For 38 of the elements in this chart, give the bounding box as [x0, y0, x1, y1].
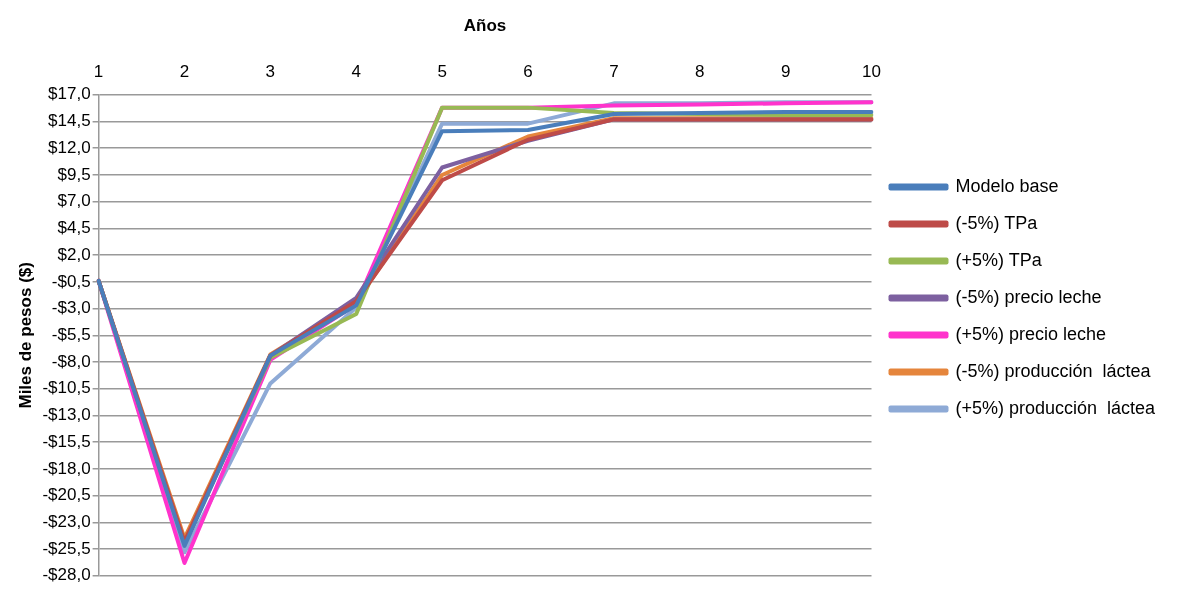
y-tick-label: -$10,5 — [42, 378, 91, 398]
legend-label: Modelo base — [955, 175, 1059, 196]
y-tick-label: -$28,0 — [42, 565, 91, 585]
y-tick-label: -$13,0 — [42, 405, 91, 425]
y-tick-label: -$23,0 — [42, 512, 91, 532]
y-tick-label: $12,0 — [48, 137, 91, 157]
legend-label: (+5%) TPa — [955, 249, 1043, 270]
y-tick-label: $2,0 — [57, 244, 91, 264]
y-tick-label: $9,5 — [57, 164, 91, 184]
legend-label: (-5%) TPa — [955, 212, 1039, 233]
y-tick-label: -$5,5 — [51, 324, 91, 344]
x-tick-label: 10 — [862, 62, 881, 82]
x-tick-label: 2 — [179, 62, 190, 82]
x-tick-label: 4 — [351, 62, 361, 82]
x-tick-label: 8 — [695, 62, 705, 82]
legend-label: (+5%) precio leche — [955, 323, 1107, 344]
y-tick-label: -$20,5 — [42, 485, 91, 505]
y-tick-label: -$0,5 — [51, 271, 91, 291]
y-tick-label: -$18,0 — [42, 458, 91, 478]
y-tick-label: $14,5 — [48, 111, 91, 131]
legend-label: (-5%) producción láctea — [955, 360, 1152, 381]
y-tick-label: -$3,0 — [51, 298, 91, 318]
legend-label: (-5%) precio leche — [955, 286, 1102, 307]
x-tick-label: 9 — [780, 62, 791, 82]
x-axis-title: Años — [463, 15, 507, 35]
x-tick-label: 7 — [609, 62, 619, 82]
y-axis-title: Miles de pesos ($) — [15, 262, 35, 409]
y-tick-label: $4,5 — [57, 218, 91, 238]
x-tick-label: 3 — [265, 62, 276, 82]
y-tick-label: -$25,5 — [42, 538, 91, 558]
y-tick-label: -$8,0 — [51, 351, 91, 371]
y-tick-label: $7,0 — [57, 191, 91, 211]
y-tick-label: $17,0 — [48, 84, 91, 104]
y-tick-label: -$15,5 — [42, 431, 91, 451]
x-tick-label: 1 — [93, 62, 104, 82]
x-tick-label: 6 — [523, 62, 533, 82]
legend-label: (+5%) producción láctea — [955, 397, 1157, 418]
x-tick-label: 5 — [437, 62, 447, 82]
